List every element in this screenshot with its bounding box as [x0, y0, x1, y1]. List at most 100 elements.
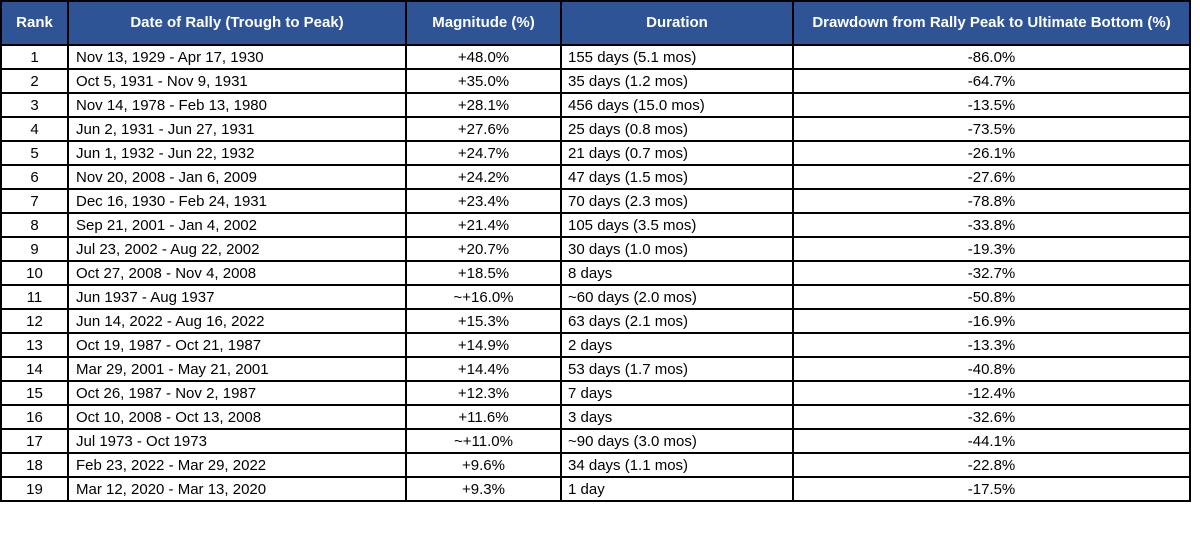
cell-drawdown: -64.7%: [792, 68, 1191, 94]
cell-duration: ~90 days (3.0 mos): [560, 428, 794, 454]
cell-rank: 5: [0, 140, 69, 166]
cell-duration: 155 days (5.1 mos): [560, 44, 794, 70]
table-row: 13 Oct 19, 1987 - Oct 21, 1987 +14.9% 2 day…: [0, 332, 1191, 358]
cell-drawdown: -12.4%: [792, 380, 1191, 406]
cell-date: Mar 29, 2001 - May 21, 2001: [67, 356, 407, 382]
cell-magnitude: +12.3%: [405, 380, 562, 406]
bear-market-rallies-table: Rank Date of Rally (Trough to Peak) Magn…: [0, 0, 1191, 502]
cell-magnitude: +20.7%: [405, 236, 562, 262]
table-row: 18 Feb 23, 2022 - Mar 29, 2022 +9.6% 34 day…: [0, 452, 1191, 478]
table-row: 12 Jun 14, 2022 - Aug 16, 2022 +15.3% 63 da…: [0, 308, 1191, 334]
cell-rank: 3: [0, 92, 69, 118]
table-row: 11 Jun 1937 - Aug 1937 ~+16.0% ~60 days (2.…: [0, 284, 1191, 310]
header-duration: Duration: [560, 0, 794, 46]
cell-magnitude: +28.1%: [405, 92, 562, 118]
table-row: 9 Jul 23, 2002 - Aug 22, 2002 +20.7% 30 day…: [0, 236, 1191, 262]
cell-magnitude: +23.4%: [405, 188, 562, 214]
cell-duration: 1 day: [560, 476, 794, 502]
cell-drawdown: -73.5%: [792, 116, 1191, 142]
cell-rank: 2: [0, 68, 69, 94]
cell-magnitude: +27.6%: [405, 116, 562, 142]
header-drawdown: Drawdown from Rally Peak to Ultimate Bot…: [792, 0, 1191, 46]
cell-duration: 7 days: [560, 380, 794, 406]
cell-magnitude: +18.5%: [405, 260, 562, 286]
cell-date: Jul 23, 2002 - Aug 22, 2002: [67, 236, 407, 262]
cell-rank: 18: [0, 452, 69, 478]
cell-drawdown: -86.0%: [792, 44, 1191, 70]
table-row: 15 Oct 26, 1987 - Nov 2, 1987 +12.3% 7 days…: [0, 380, 1191, 406]
cell-magnitude: +35.0%: [405, 68, 562, 94]
cell-rank: 9: [0, 236, 69, 262]
cell-drawdown: -40.8%: [792, 356, 1191, 382]
cell-drawdown: -26.1%: [792, 140, 1191, 166]
cell-magnitude: +9.3%: [405, 476, 562, 502]
cell-drawdown: -13.5%: [792, 92, 1191, 118]
cell-date: Nov 14, 1978 - Feb 13, 1980: [67, 92, 407, 118]
cell-drawdown: -22.8%: [792, 452, 1191, 478]
table-row: 2 Oct 5, 1931 - Nov 9, 1931 +35.0% 35 days …: [0, 68, 1191, 94]
cell-magnitude: +21.4%: [405, 212, 562, 238]
cell-date: Jun 2, 1931 - Jun 27, 1931: [67, 116, 407, 142]
cell-duration: 47 days (1.5 mos): [560, 164, 794, 190]
cell-duration: 34 days (1.1 mos): [560, 452, 794, 478]
table-row: 19 Mar 12, 2020 - Mar 13, 2020 +9.3% 1 day -…: [0, 476, 1191, 502]
table-row: 6 Nov 20, 2008 - Jan 6, 2009 +24.2% 47 days…: [0, 164, 1191, 190]
cell-date: Jun 1937 - Aug 1937: [67, 284, 407, 310]
cell-date: Feb 23, 2022 - Mar 29, 2022: [67, 452, 407, 478]
cell-date: Jun 1, 1932 - Jun 22, 1932: [67, 140, 407, 166]
cell-drawdown: -32.6%: [792, 404, 1191, 430]
cell-date: Sep 21, 2001 - Jan 4, 2002: [67, 212, 407, 238]
cell-magnitude: +14.4%: [405, 356, 562, 382]
cell-duration: 30 days (1.0 mos): [560, 236, 794, 262]
cell-drawdown: -17.5%: [792, 476, 1191, 502]
cell-magnitude: +24.2%: [405, 164, 562, 190]
cell-duration: 25 days (0.8 mos): [560, 116, 794, 142]
table-row: 8 Sep 21, 2001 - Jan 4, 2002 +21.4% 105 day…: [0, 212, 1191, 238]
cell-drawdown: -44.1%: [792, 428, 1191, 454]
cell-duration: 105 days (3.5 mos): [560, 212, 794, 238]
cell-rank: 10: [0, 260, 69, 286]
table-row: 14 Mar 29, 2001 - May 21, 2001 +14.4% 53 da…: [0, 356, 1191, 382]
table-row: 3 Nov 14, 1978 - Feb 13, 1980 +28.1% 456 da…: [0, 92, 1191, 118]
cell-date: Jul 1973 - Oct 1973: [67, 428, 407, 454]
cell-date: Oct 26, 1987 - Nov 2, 1987: [67, 380, 407, 406]
cell-date: Oct 5, 1931 - Nov 9, 1931: [67, 68, 407, 94]
cell-date: Mar 12, 2020 - Mar 13, 2020: [67, 476, 407, 502]
cell-rank: 7: [0, 188, 69, 214]
cell-duration: 21 days (0.7 mos): [560, 140, 794, 166]
table-row: 17 Jul 1973 - Oct 1973 ~+11.0% ~90 days (3.…: [0, 428, 1191, 454]
cell-duration: 35 days (1.2 mos): [560, 68, 794, 94]
cell-drawdown: -50.8%: [792, 284, 1191, 310]
cell-duration: 2 days: [560, 332, 794, 358]
cell-drawdown: -78.8%: [792, 188, 1191, 214]
cell-magnitude: +9.6%: [405, 452, 562, 478]
cell-duration: 53 days (1.7 mos): [560, 356, 794, 382]
cell-magnitude: +48.0%: [405, 44, 562, 70]
cell-rank: 17: [0, 428, 69, 454]
table-row: 4 Jun 2, 1931 - Jun 27, 1931 +27.6% 25 days…: [0, 116, 1191, 142]
cell-rank: 12: [0, 308, 69, 334]
table-row: 5 Jun 1, 1932 - Jun 22, 1932 +24.7% 21 days…: [0, 140, 1191, 166]
cell-date: Oct 27, 2008 - Nov 4, 2008: [67, 260, 407, 286]
cell-magnitude: +11.6%: [405, 404, 562, 430]
cell-rank: 8: [0, 212, 69, 238]
cell-date: Jun 14, 2022 - Aug 16, 2022: [67, 308, 407, 334]
table-row: 7 Dec 16, 1930 - Feb 24, 1931 +23.4% 70 day…: [0, 188, 1191, 214]
cell-date: Oct 10, 2008 - Oct 13, 2008: [67, 404, 407, 430]
cell-rank: 15: [0, 380, 69, 406]
cell-duration: 3 days: [560, 404, 794, 430]
cell-date: Nov 20, 2008 - Jan 6, 2009: [67, 164, 407, 190]
cell-magnitude: +14.9%: [405, 332, 562, 358]
header-row: Rank Date of Rally (Trough to Peak) Magn…: [0, 0, 1191, 46]
cell-rank: 11: [0, 284, 69, 310]
cell-rank: 6: [0, 164, 69, 190]
cell-date: Oct 19, 1987 - Oct 21, 1987: [67, 332, 407, 358]
cell-magnitude: ~+11.0%: [405, 428, 562, 454]
header-date: Date of Rally (Trough to Peak): [67, 0, 407, 46]
cell-duration: 456 days (15.0 mos): [560, 92, 794, 118]
cell-rank: 14: [0, 356, 69, 382]
header-rank: Rank: [0, 0, 69, 46]
cell-date: Dec 16, 1930 - Feb 24, 1931: [67, 188, 407, 214]
cell-rank: 4: [0, 116, 69, 142]
